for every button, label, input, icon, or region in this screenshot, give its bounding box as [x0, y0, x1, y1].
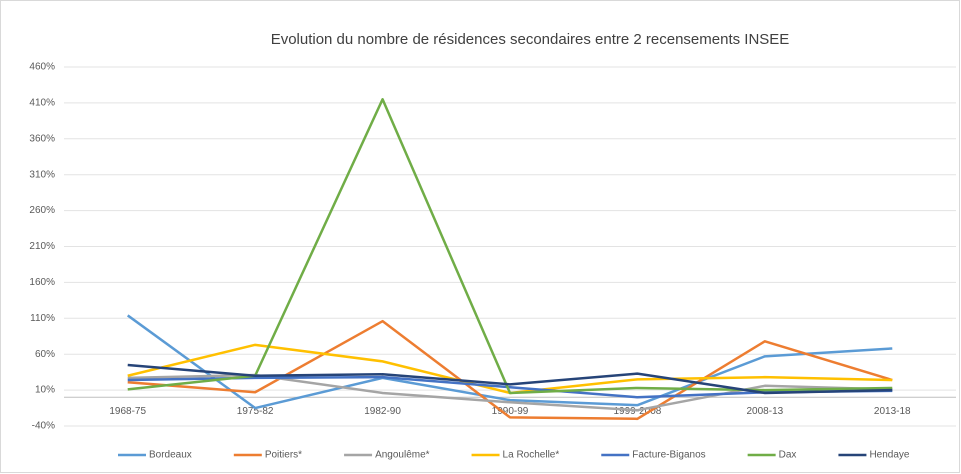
legend-label: Angoulême*: [375, 450, 430, 461]
y-tick-label: 60%: [35, 349, 55, 360]
series-line: [127, 363, 893, 395]
y-tick-label: 160%: [29, 277, 55, 288]
legend-label: Dax: [779, 450, 797, 461]
y-tick-label: 260%: [29, 205, 55, 216]
series-line: [126, 314, 893, 410]
x-tick-label: 1968-75: [109, 406, 146, 417]
x-tick-label: 2013-18: [874, 406, 911, 417]
legend-label: La Rochelle*: [503, 450, 560, 461]
x-tick-label: 1982-90: [364, 406, 401, 417]
y-tick-label: 10%: [35, 385, 55, 396]
legend-label: Bordeaux: [149, 450, 192, 461]
x-tick-label: 1975-82: [237, 406, 274, 417]
x-tick-label: 1990-99: [492, 406, 529, 417]
y-tick-label: 460%: [29, 62, 55, 73]
y-tick-label: 310%: [29, 169, 55, 180]
legend-label: Facture-Biganos: [632, 450, 705, 461]
legend-label: Poitiers*: [265, 450, 302, 461]
legend-label: Hendaye: [869, 450, 909, 461]
y-tick-label: 210%: [29, 241, 55, 252]
chart-title: Evolution du nombre de résidences second…: [271, 31, 790, 48]
y-tick-label: -40%: [32, 421, 55, 432]
y-tick-label: 110%: [30, 313, 55, 324]
x-tick-label: 2008-13: [747, 406, 784, 417]
y-tick-label: 360%: [29, 133, 55, 144]
series-line: [127, 319, 893, 421]
y-tick-label: 410%: [29, 98, 55, 109]
